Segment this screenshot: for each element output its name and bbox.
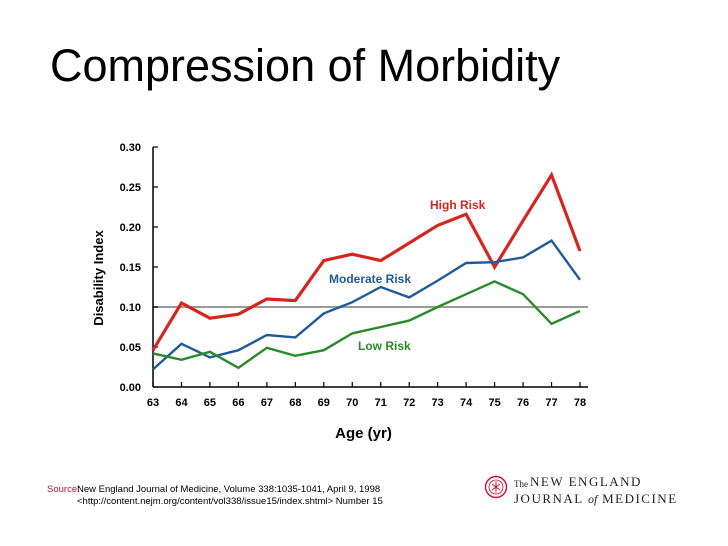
series-line-moderate-risk <box>152 239 581 371</box>
x-tick-label: 75 <box>488 397 500 409</box>
y-tick-label: 0.15 <box>120 262 141 274</box>
y-tick-label: 0.00 <box>120 382 141 394</box>
x-tick-label: 70 <box>346 397 358 409</box>
nejm-logo: The NEW ENGLAND JOURNAL of MEDICINE <box>484 473 684 513</box>
y-tick-label: 0.30 <box>120 142 141 154</box>
x-tick-label: 65 <box>204 397 216 409</box>
source-label: Source: <box>47 484 80 495</box>
x-tick-label: 74 <box>460 397 473 409</box>
x-tick-label: 66 <box>232 397 244 409</box>
series-line-high-risk <box>151 171 582 352</box>
x-tick-label: 69 <box>318 397 330 409</box>
logo-medicine: MEDICINE <box>602 491 678 506</box>
source-line-2: <http://content.nejm.org/content/vol338/… <box>77 496 383 507</box>
logo-journal: JOURNAL <box>514 491 588 506</box>
x-tick-label: 72 <box>403 397 415 409</box>
source-citation: Source:New England Journal of Medicine, … <box>47 484 383 508</box>
logo-line-1: NEW ENGLAND <box>530 474 642 489</box>
logo-line-2: JOURNAL of MEDICINE <box>514 491 678 507</box>
x-tick-label: 71 <box>375 397 387 409</box>
x-tick-label: 78 <box>574 397 586 409</box>
y-tick-label: 0.10 <box>120 302 141 314</box>
series-line-low-risk <box>152 280 581 370</box>
y-tick-label: 0.20 <box>120 222 141 234</box>
x-tick-label: 77 <box>545 397 557 409</box>
x-axis-label: Age (yr) <box>335 425 392 442</box>
x-tick-label: 76 <box>517 397 529 409</box>
x-tick-label: 64 <box>175 397 188 409</box>
series-label-low-risk: Low Risk <box>358 339 411 353</box>
x-tick-label: 67 <box>261 397 273 409</box>
x-tick-label: 73 <box>432 397 444 409</box>
source-line-1: New England Journal of Medicine, Volume … <box>77 484 381 495</box>
x-tick-label: 68 <box>289 397 301 409</box>
series-label-moderate-risk: Moderate Risk <box>329 272 411 286</box>
nejm-seal-icon <box>484 475 508 499</box>
y-axis-label: Disability Index <box>91 230 106 326</box>
slide-title: Compression of Morbidity <box>50 40 561 91</box>
logo-the: The <box>514 479 528 489</box>
y-tick-label: 0.05 <box>120 342 141 354</box>
logo-of: of <box>588 492 598 506</box>
series-label-high-risk: High Risk <box>430 198 486 212</box>
x-tick-label: 63 <box>147 397 159 409</box>
y-tick-label: 0.25 <box>120 182 141 194</box>
